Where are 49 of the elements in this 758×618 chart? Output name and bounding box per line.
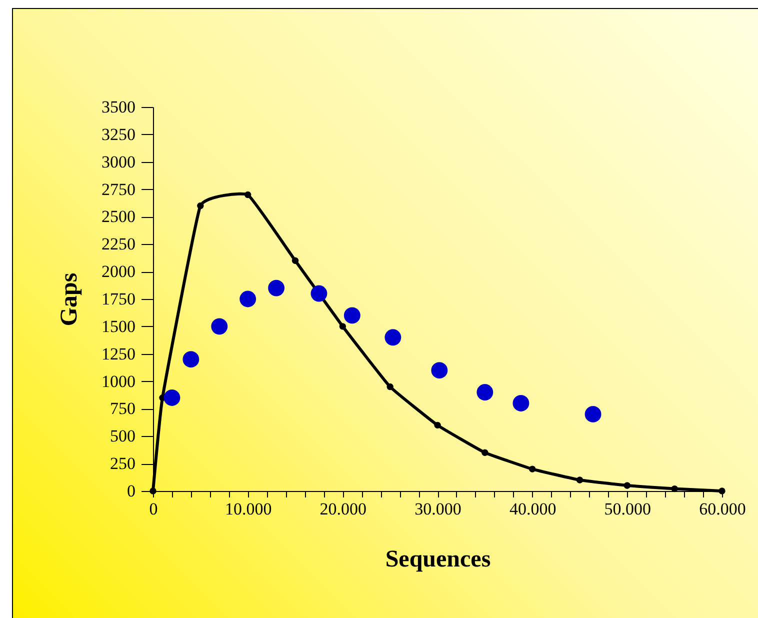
y-tick-label: 2500 <box>102 207 136 226</box>
point <box>718 488 726 494</box>
x-tick-label: 40.000 <box>509 500 556 518</box>
y-tick-label: 3250 <box>102 124 136 144</box>
point <box>584 406 602 422</box>
point <box>386 383 394 390</box>
point <box>240 290 256 308</box>
y-tick-label: 3000 <box>102 152 136 172</box>
point <box>528 466 536 472</box>
x-axis-title: Sequences <box>385 546 491 572</box>
point <box>384 329 402 346</box>
point <box>431 362 448 379</box>
point <box>150 488 156 494</box>
x-tick-label: 30.000 <box>414 500 462 518</box>
point <box>576 476 584 484</box>
point <box>211 318 228 335</box>
x-tick-label: 0 <box>149 500 158 518</box>
y-tick-label: 250 <box>110 454 136 474</box>
point <box>292 257 299 264</box>
y-tick-label: 2250 <box>102 234 136 254</box>
y-tick-label: 0 <box>127 482 136 500</box>
y-tick-label: 1500 <box>102 316 136 336</box>
point <box>268 280 284 296</box>
x-tick-label: 50.000 <box>604 500 652 518</box>
point <box>164 390 180 406</box>
y-axis-title: Gaps <box>56 272 82 326</box>
point <box>434 422 441 429</box>
x-tick-label: 10.000 <box>224 500 272 518</box>
point <box>344 307 360 324</box>
y-tick-label: 3500 <box>102 98 136 116</box>
point <box>244 191 252 198</box>
y-tick-label: 2750 <box>102 180 136 199</box>
point <box>671 485 678 492</box>
y-tick-label: 1000 <box>102 372 136 391</box>
y-tick-label: 500 <box>110 426 136 446</box>
point <box>339 323 346 330</box>
point <box>182 351 200 368</box>
point <box>624 482 631 489</box>
point <box>310 285 328 302</box>
x-tick-label: 60.000 <box>699 500 746 518</box>
x-tick-label: 20.000 <box>320 500 367 518</box>
point <box>482 449 488 456</box>
point <box>476 384 494 400</box>
point <box>197 202 204 210</box>
y-tick-label: 750 <box>110 399 136 418</box>
y-tick-label: 2000 <box>102 262 136 282</box>
point <box>512 395 530 412</box>
y-tick-label: 1750 <box>102 290 136 308</box>
y-tick-label: 1250 <box>102 344 136 364</box>
